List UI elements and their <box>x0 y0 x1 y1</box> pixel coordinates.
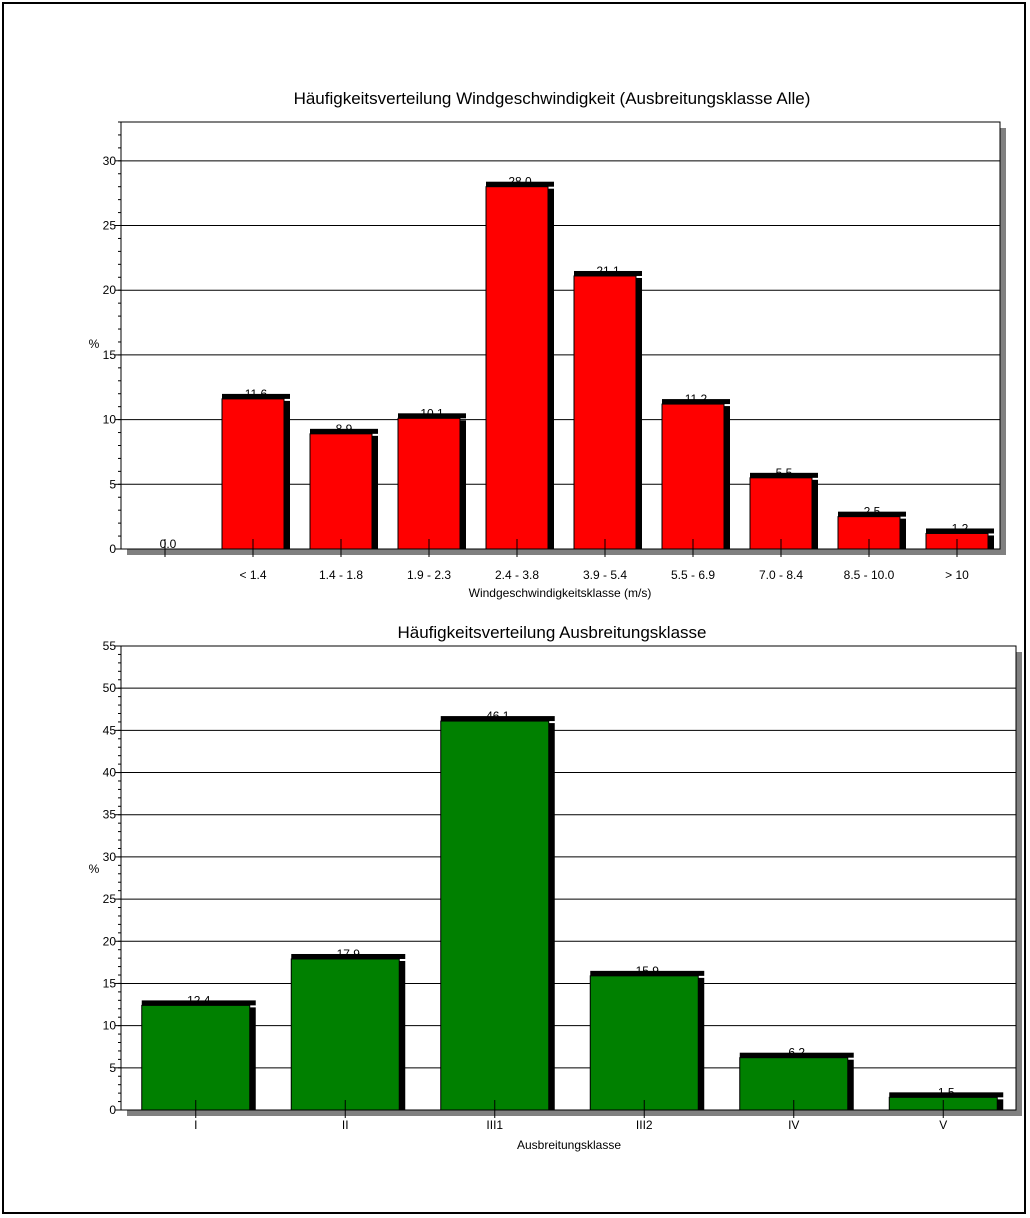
wind-y-tick-label: 10 <box>103 413 117 427</box>
wind-data-label: 0.0 <box>160 537 177 551</box>
class-x-tick-label: III1 <box>486 1118 503 1132</box>
class-data-label: 15.9 <box>636 964 660 978</box>
class-data-label: 17.9 <box>337 947 361 961</box>
class-x-tick-label: V <box>939 1118 947 1132</box>
class-y-tick-label: 50 <box>103 681 117 695</box>
class-bar <box>141 1004 251 1111</box>
wind-bar-top <box>310 428 378 434</box>
wind-bar <box>749 477 813 550</box>
wind-bar <box>485 186 549 550</box>
wind-bar-top <box>662 399 730 405</box>
wind-y-tick-label: 0 <box>109 542 116 556</box>
wind-y-tick-label: 30 <box>103 154 117 168</box>
class-plot-area <box>120 645 1017 1111</box>
class-y-tick-label: 20 <box>103 934 117 948</box>
class-data-label: 46.1 <box>486 709 510 723</box>
class-y-tick-label: 35 <box>103 808 117 822</box>
class-bar <box>440 720 550 1111</box>
wind-bar-top <box>486 181 554 187</box>
class-y-tick-label: 10 <box>103 1019 117 1033</box>
wind-x-tick-label: 1.9 - 2.3 <box>407 568 451 582</box>
class-data-label: 1.5 <box>938 1085 955 1099</box>
class-bar-top <box>889 1092 1004 1098</box>
wind-bar <box>309 433 373 550</box>
wind-data-label: 21.1 <box>596 264 620 278</box>
wind-data-label: 11.2 <box>685 392 708 406</box>
wind-y-tick-label: 25 <box>103 219 117 233</box>
wind-chart-title: Häufigkeitsverteilung Windgeschwindigkei… <box>294 89 811 108</box>
class-bar-top <box>440 716 555 722</box>
class-y-tick-label: 25 <box>103 892 117 906</box>
class-x-tick-label: I <box>194 1118 197 1132</box>
wind-y-tick-label: 15 <box>103 348 117 362</box>
class-x-tick-label: III2 <box>636 1118 653 1132</box>
wind-x-tick-label: 1.4 - 1.8 <box>319 568 363 582</box>
wind-y-tick-label: 5 <box>109 477 116 491</box>
wind-bar-top <box>398 413 466 419</box>
wind-data-label: 10.1 <box>420 406 444 420</box>
wind-bar <box>221 398 285 550</box>
wind-bar-top <box>574 270 642 276</box>
wind-bar-top <box>750 472 818 478</box>
class-y-tick-label: 40 <box>103 766 117 780</box>
class-y-tick-label: 45 <box>103 723 117 737</box>
wind-data-label: 1.2 <box>952 521 969 535</box>
class-data-label: 6.2 <box>788 1046 805 1060</box>
class-y-tick-label: 55 <box>103 639 117 653</box>
class-bar <box>290 958 400 1111</box>
wind-bar <box>661 403 725 550</box>
wind-x-tick-label: < 1.4 <box>239 568 266 582</box>
wind-data-label: 5.5 <box>776 466 793 480</box>
class-chart-ylabel: % <box>89 862 100 876</box>
class-y-tick-label: 30 <box>103 850 117 864</box>
wind-x-tick-label: 8.5 - 10.0 <box>844 568 895 582</box>
class-x-tick-label: II <box>342 1118 349 1132</box>
class-y-tick-label: 5 <box>109 1061 116 1075</box>
wind-chart-xlabel: Windgeschwindigkeitsklasse (m/s) <box>469 586 652 600</box>
class-chart-xlabel: Ausbreitungsklasse <box>517 1138 621 1152</box>
wind-y-tick-label: 20 <box>103 283 117 297</box>
wind-data-label: 8.9 <box>336 422 353 436</box>
wind-x-tick-label: 7.0 - 8.4 <box>759 568 803 582</box>
wind-data-label: 11.6 <box>245 387 268 401</box>
class-y-tick-label: 15 <box>103 976 117 990</box>
class-y-tick-label: 0 <box>109 1103 116 1117</box>
class-bar-top <box>739 1052 854 1058</box>
wind-bar-top <box>838 511 906 517</box>
class-bar <box>589 975 699 1111</box>
wind-data-label: 2.5 <box>864 505 881 519</box>
wind-x-tick-label: 5.5 - 6.9 <box>671 568 715 582</box>
wind-chart-ylabel: % <box>89 337 100 351</box>
wind-bar-top <box>222 393 290 399</box>
class-bar-top <box>590 970 705 976</box>
wind-bar <box>397 417 461 550</box>
wind-x-tick-label: > 10 <box>945 568 969 582</box>
class-chart-title: Häufigkeitsverteilung Ausbreitungsklasse <box>397 623 706 642</box>
class-data-label: 12.4 <box>187 993 211 1007</box>
wind-bar-top <box>926 528 994 534</box>
wind-x-tick-label: 3.9 - 5.4 <box>583 568 627 582</box>
class-bar-top <box>291 953 406 959</box>
wind-x-tick-label: 2.4 - 3.8 <box>495 568 539 582</box>
wind-bar <box>573 275 637 550</box>
wind-data-label: 28.0 <box>508 175 532 189</box>
class-x-tick-label: IV <box>788 1118 799 1132</box>
class-bar-top <box>141 1000 256 1006</box>
